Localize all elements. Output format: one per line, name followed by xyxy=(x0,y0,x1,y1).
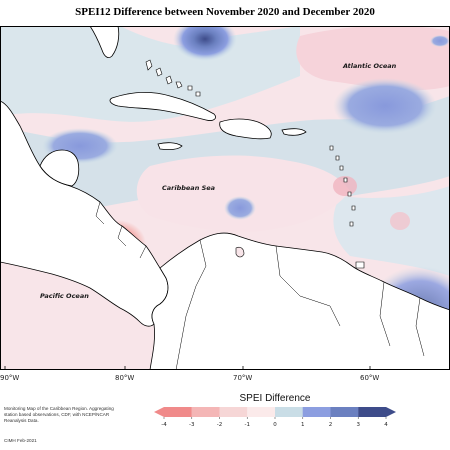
map-title: SPEI12 Difference between November 2020 … xyxy=(75,6,375,18)
country-borders xyxy=(95,201,425,370)
legend-tick-label: -4 xyxy=(161,422,167,428)
map-canvas xyxy=(0,26,450,370)
anomaly-blob-wet xyxy=(224,196,256,220)
land-south-america xyxy=(149,232,450,370)
anomaly-blob-dry xyxy=(390,212,410,230)
legend-color-swatch xyxy=(219,407,248,417)
legend-color-swatch xyxy=(302,407,331,417)
legend-color-swatch xyxy=(164,407,192,417)
land-jamaica xyxy=(157,142,183,150)
spei-map xyxy=(0,26,450,370)
legend-color-swatch xyxy=(154,407,164,417)
lon-tick-label: 80°W xyxy=(115,374,135,382)
land-puerto-rico xyxy=(281,128,307,136)
legend-tick-label: 2 xyxy=(329,422,333,428)
anomaly-band-pink xyxy=(136,155,350,232)
land-bahamas xyxy=(145,59,201,97)
legend-tick-label: -3 xyxy=(189,422,195,428)
legend-color-swatch xyxy=(386,407,396,417)
anomaly-band-pink xyxy=(296,26,450,91)
land-trinidad xyxy=(355,261,365,269)
lon-tick-label: 70°W xyxy=(233,374,253,382)
lon-tick-label: 60°W xyxy=(360,374,380,382)
legend-color-swatch xyxy=(191,407,220,417)
legend-tick-label: 1 xyxy=(301,422,305,428)
anomaly-blob-wet xyxy=(333,78,437,134)
anomaly-band-lightblue xyxy=(333,186,450,276)
label-caribbean-sea: Caribbean Sea xyxy=(162,184,216,192)
legend-color-swatch xyxy=(247,407,275,417)
lon-tick-label: 90°W xyxy=(0,374,20,382)
land-hispaniola xyxy=(219,118,272,140)
lon-tick-marks xyxy=(4,366,371,370)
legend-color-swatch xyxy=(275,407,303,417)
anomaly-blob-strong-wet xyxy=(173,26,237,61)
color-legend: -4 -3 -2 -1 0 1 2 3 4 xyxy=(150,405,400,431)
legend-tick-label: 4 xyxy=(384,422,388,428)
anomaly-blob-wet xyxy=(430,35,450,47)
map-footnote: Monitoring Map of the Caribbean Region. … xyxy=(4,406,114,423)
legend-tick-label: -1 xyxy=(245,422,250,428)
legend-colorbar: -4 -3 -2 -1 0 1 2 3 4 xyxy=(154,407,396,428)
legend-tick-label: 0 xyxy=(273,422,277,428)
lake-maracaibo xyxy=(235,246,245,258)
land-yucatan xyxy=(39,149,80,187)
label-pacific-ocean: Pacific Ocean xyxy=(40,292,89,300)
legend-tick-label: 3 xyxy=(357,422,361,428)
legend-color-swatch xyxy=(358,407,386,417)
land-florida xyxy=(89,26,120,58)
land-lesser-antilles xyxy=(329,145,356,227)
legend-tick-label: -2 xyxy=(217,422,222,428)
label-atlantic-ocean: Atlantic Ocean xyxy=(343,62,397,70)
land-cuba xyxy=(109,92,216,121)
anomaly-blob-dry xyxy=(333,176,357,196)
legend-color-swatch xyxy=(330,407,359,417)
legend-title: SPEI Difference xyxy=(239,393,311,404)
map-credit: CIMH Feb-2021 xyxy=(4,438,37,443)
